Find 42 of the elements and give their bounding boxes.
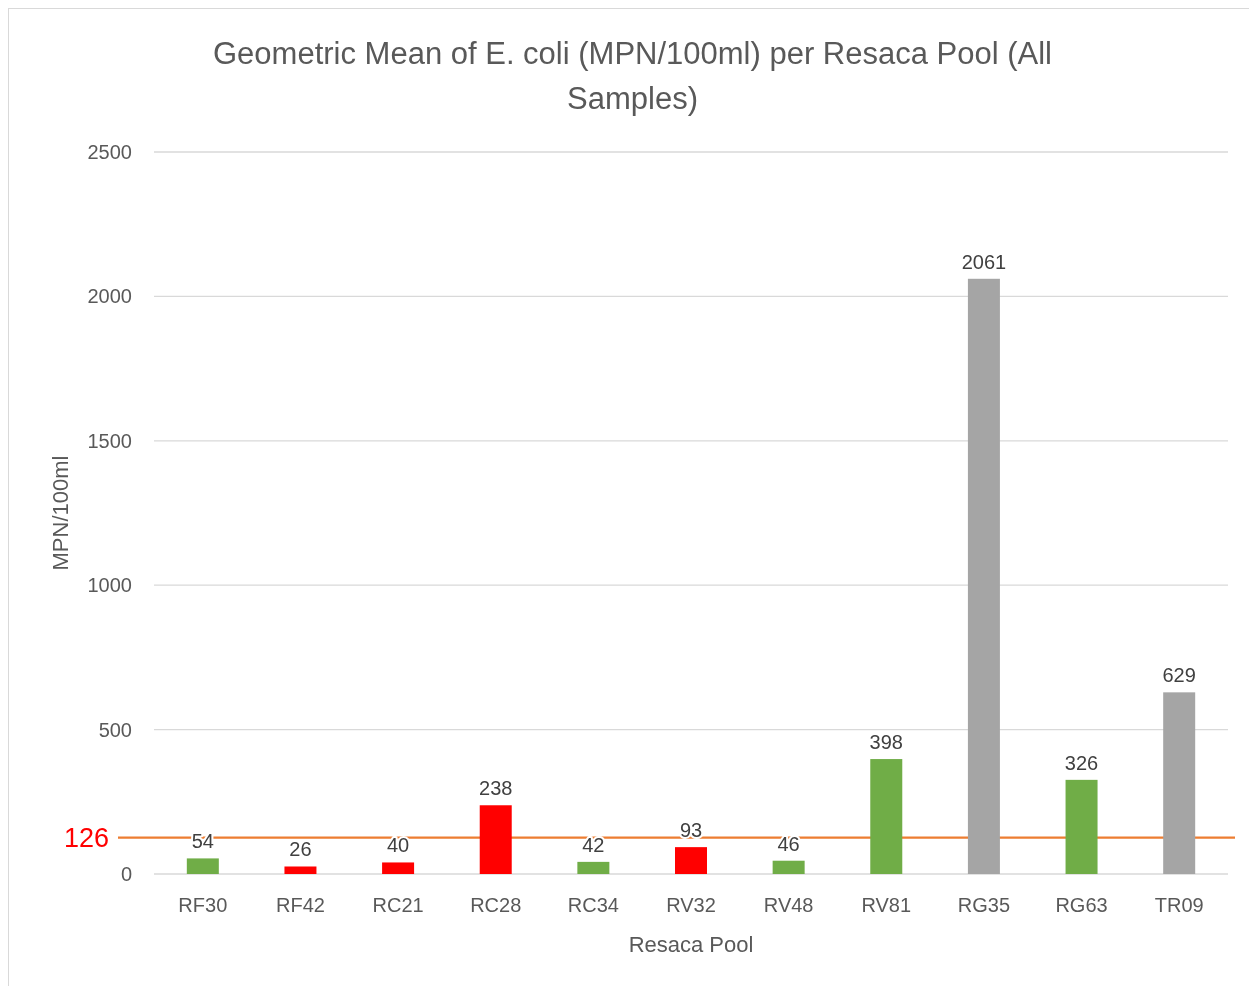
y-tick-label: 0: [120, 863, 132, 885]
x-tick-label: RV81: [861, 894, 912, 916]
data-label: 46: [777, 832, 800, 855]
bar: [772, 860, 805, 874]
bar: [967, 278, 1000, 874]
data-label: 26: [289, 838, 312, 861]
x-tick-label: RC28: [470, 894, 522, 916]
bar: [479, 805, 512, 874]
data-label: 398: [869, 731, 903, 754]
y-tick-label: 500: [98, 718, 132, 741]
bar: [675, 847, 707, 874]
x-tick-label: TR09: [1154, 894, 1204, 916]
x-tick-label: RC21: [372, 894, 424, 916]
y-tick-label: 2500: [87, 141, 132, 163]
y-tick-label: 2000: [87, 285, 132, 308]
bar: [1163, 692, 1196, 874]
bar: [870, 759, 903, 874]
x-tick-label: RV32: [666, 894, 716, 916]
chart-title: Geometric Mean of E. coli (MPN/100ml) per Resaca Pool (All Samples): [212, 36, 1053, 116]
data-label: 42: [582, 833, 605, 856]
x-tick-label: RG35: [957, 894, 1011, 916]
bar: [1065, 779, 1098, 874]
data-label: 326: [1064, 751, 1099, 774]
x-tick-label: RG63: [1055, 894, 1108, 916]
data-label: 629: [1162, 664, 1196, 687]
x-tick-label: RC34: [567, 894, 619, 916]
bar: [284, 866, 317, 874]
bar: [382, 862, 415, 874]
y-tick-label: 1000: [87, 574, 132, 597]
bar: [577, 861, 610, 874]
x-axis-title: Resaca Pool: [628, 932, 754, 957]
y-tick-label: 1500: [87, 429, 132, 452]
x-tick-label: RV48: [763, 894, 814, 916]
x-tick-label: RF42: [276, 894, 325, 916]
x-tick-label: RF30: [178, 894, 228, 916]
data-label: 2061: [961, 250, 1007, 273]
bar: [186, 858, 219, 874]
ref-line-label: 126: [63, 822, 109, 853]
data-label: 238: [479, 777, 513, 800]
data-label: 93: [679, 819, 703, 842]
data-label: 40: [386, 834, 410, 857]
y-axis-title: MPN/100ml: [48, 455, 73, 571]
